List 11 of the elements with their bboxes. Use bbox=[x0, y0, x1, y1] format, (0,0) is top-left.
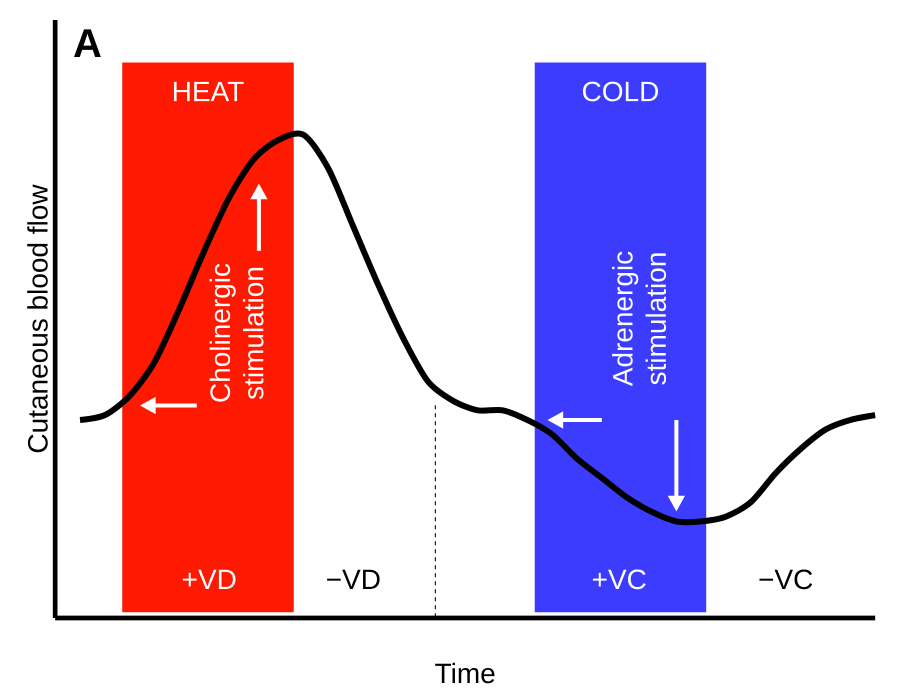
annotation: Cholinergic stimulation bbox=[210, 264, 264, 402]
x-axis-title: Time bbox=[435, 662, 495, 684]
text: A bbox=[74, 29, 101, 57]
annotation: −VC bbox=[759, 569, 812, 590]
annotation: +VC bbox=[592, 569, 646, 590]
text: HEAT bbox=[174, 82, 244, 102]
text: COLD bbox=[582, 82, 658, 102]
y-axis-title: Cutaneous blood flow bbox=[27, 184, 48, 452]
annotation: +VD bbox=[182, 570, 236, 589]
annotation: Adrenergic stimulation bbox=[612, 252, 666, 386]
annotation: −VD bbox=[327, 570, 380, 589]
